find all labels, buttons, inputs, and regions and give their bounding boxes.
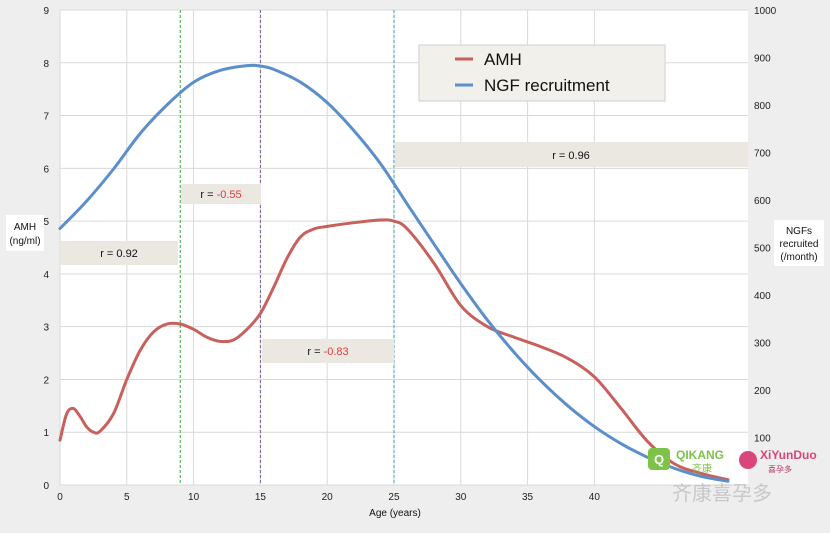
- xiyunduo-logo-icon: [739, 451, 757, 469]
- r-annotation-3: r = -0.83: [262, 339, 394, 363]
- y-right-title-line3: (/month): [780, 252, 817, 263]
- r-annotation-4-box: [395, 142, 748, 167]
- r-annotation-4-text: r = 0.96: [552, 150, 590, 162]
- r-annotation-3-text: r = -0.83: [307, 346, 348, 358]
- y-right-tick-label: 600: [754, 196, 771, 207]
- series-line-amh: [58, 218, 730, 482]
- y-left-tick-label: 1: [43, 428, 49, 439]
- r-annotation-1-text: r = 0.92: [100, 248, 138, 260]
- x-tick-label: 5: [124, 492, 130, 503]
- legend-box: [418, 44, 666, 102]
- series-layer: [58, 63, 730, 483]
- watermark-brand2-latin: XiYunDuo: [760, 448, 817, 462]
- y-left-tick-label: 3: [43, 323, 49, 334]
- r-annotation-2-box: [181, 184, 261, 204]
- watermark-brand2-cn: 喜孕多: [768, 464, 792, 474]
- x-axis-title: Age (years): [369, 508, 421, 519]
- y-left-title-line1: AMH: [14, 222, 36, 233]
- r-annotation-2-text: r = -0.55: [200, 189, 241, 201]
- qikang-logo-mark: Q: [654, 452, 664, 467]
- y-right-tick-label: 100: [754, 434, 771, 445]
- legend-amh-label: AMH: [484, 50, 522, 69]
- y-right-tick-label: 1000: [754, 6, 777, 17]
- y-right-tick-label: 900: [754, 54, 771, 65]
- x-tick-label: 40: [589, 492, 601, 503]
- y-right-tick-label: 200: [754, 386, 771, 397]
- y-left-tick-label: 4: [43, 270, 49, 281]
- y-left-tick-label: 8: [43, 59, 49, 70]
- vertical-reference-lines: [179, 10, 395, 485]
- watermark-brand1-latin: QIKANG: [676, 448, 724, 462]
- tick-labels: 0 5 10 15 20 25 30 35 40012345678910020030040050…: [43, 6, 776, 503]
- y-right-title-bg: [774, 220, 824, 266]
- y-left-title-line2: (ng/ml): [9, 236, 40, 247]
- y-left-tick-label: 0: [43, 481, 49, 492]
- r-annotation-1: r = 0.92: [60, 241, 178, 265]
- y-left-tick-label: 6: [43, 164, 49, 175]
- x-tick-label: 20: [322, 492, 334, 503]
- x-tick-label: 0: [57, 492, 63, 503]
- r-annotation-3-box: [262, 339, 394, 363]
- legend: AMH NGF recruitment: [418, 44, 666, 102]
- x-tick-label: 10: [188, 492, 200, 503]
- y-left-tick-label: 7: [43, 112, 49, 123]
- y-right-tick-label: 400: [754, 291, 771, 302]
- y-right-tick-label: 800: [754, 101, 771, 112]
- y-right-tick-label: 500: [754, 244, 771, 255]
- watermark-footer-cn: 齐康喜孕多: [672, 482, 772, 505]
- r-annotation-2: r = -0.55: [181, 184, 261, 204]
- series-line-ngf-recruitment: [58, 63, 730, 483]
- y-right-title-line2: recruited: [780, 239, 819, 250]
- qikang-logo-icon: [648, 448, 670, 470]
- y-right-tick-label: 300: [754, 339, 771, 350]
- x-tick-label: 25: [388, 492, 400, 503]
- watermark-brand1-cn: 齐康: [692, 462, 712, 475]
- legend-ngf-label: NGF recruitment: [484, 76, 610, 95]
- x-tick-label: 30: [455, 492, 467, 503]
- y-left-tick-label: 9: [43, 6, 49, 17]
- y-left-tick-label: 2: [43, 375, 49, 386]
- y-left-tick-label: 5: [43, 217, 49, 228]
- watermark: Q QIKANG 齐康 XiYunDuo 喜孕多 齐康喜孕多: [648, 448, 817, 505]
- r-annotation-4: r = 0.96: [395, 142, 748, 167]
- y-right-tick-label: 700: [754, 149, 771, 160]
- x-tick-label: 35: [522, 492, 534, 503]
- r-annotation-1-box: [60, 241, 178, 265]
- x-tick-label: 15: [255, 492, 267, 503]
- y-left-title-bg: [6, 215, 44, 251]
- y-right-title-line1: NGFs: [786, 226, 812, 237]
